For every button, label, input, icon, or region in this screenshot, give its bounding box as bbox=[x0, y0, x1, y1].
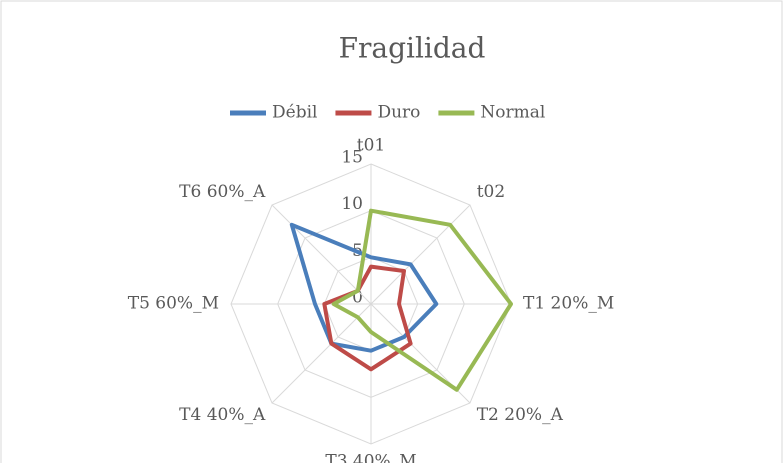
r-tick-label: 15 bbox=[341, 148, 363, 168]
r-tick-label: 10 bbox=[341, 194, 363, 214]
series-line bbox=[289, 222, 439, 353]
spoke bbox=[271, 303, 372, 404]
legend-label: Duro bbox=[377, 103, 420, 123]
chart-title: Fragilidad bbox=[339, 32, 486, 65]
category-label: T1 20%_M bbox=[523, 294, 614, 314]
category-label: T3 40%_M bbox=[325, 452, 416, 463]
spoke bbox=[271, 204, 372, 305]
category-label: t02 bbox=[477, 182, 505, 202]
legend-label: Normal bbox=[480, 103, 545, 123]
category-label: t01 bbox=[357, 136, 385, 156]
category-label: T5 60%_M bbox=[128, 294, 219, 314]
category-label: T4 40%_A bbox=[179, 405, 266, 425]
spoke bbox=[370, 204, 471, 305]
category-label: T6 60%_A bbox=[179, 182, 266, 202]
legend-label: Débil bbox=[272, 103, 317, 123]
category-label: T2 20%_A bbox=[477, 405, 564, 425]
series-line bbox=[331, 208, 513, 392]
r-tick-label: 0 bbox=[352, 288, 363, 308]
